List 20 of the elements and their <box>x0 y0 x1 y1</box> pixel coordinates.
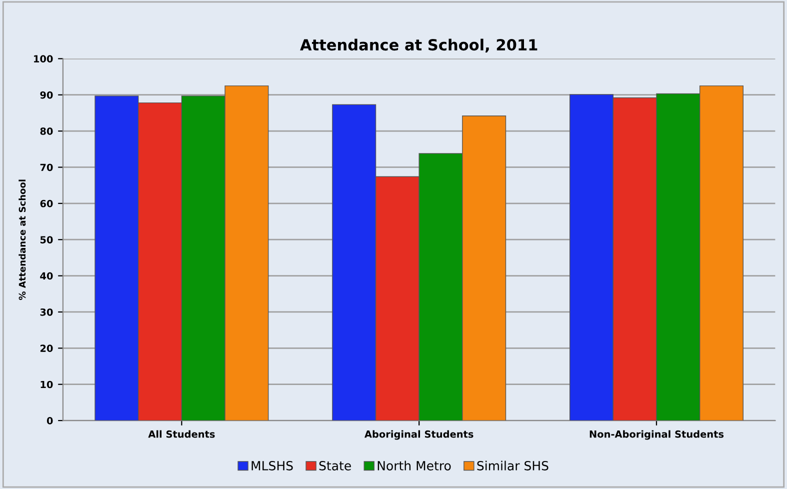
y-tick-label: 30 <box>40 308 53 316</box>
y-tick-label: 50 <box>40 236 53 244</box>
y-axis-title: % Attendance at School <box>18 180 26 300</box>
y-tick-label: 90 <box>40 91 53 99</box>
y-tick-label: 0 <box>46 417 53 424</box>
legend-label: Similar SHS <box>477 460 548 470</box>
y-tick-label: 70 <box>40 164 53 172</box>
y-tick-label: 40 <box>40 272 53 280</box>
x-tick-label: All Students <box>148 430 215 438</box>
y-tick-label: 20 <box>40 344 53 352</box>
chart-title: Attendance at School, 2011 <box>300 38 538 53</box>
legend-label: State <box>319 460 351 470</box>
legend-label: North Metro <box>378 460 451 470</box>
y-tick-label: 80 <box>40 128 53 135</box>
legend-label: MLSHS <box>252 460 293 470</box>
y-tick-label: 100 <box>34 55 53 63</box>
x-tick-label: Non-Aboriginal Students <box>590 430 724 440</box>
x-tick-label: Aboriginal Students <box>364 430 474 440</box>
y-tick-label: 10 <box>40 380 53 388</box>
y-tick-label: 60 <box>40 200 53 208</box>
